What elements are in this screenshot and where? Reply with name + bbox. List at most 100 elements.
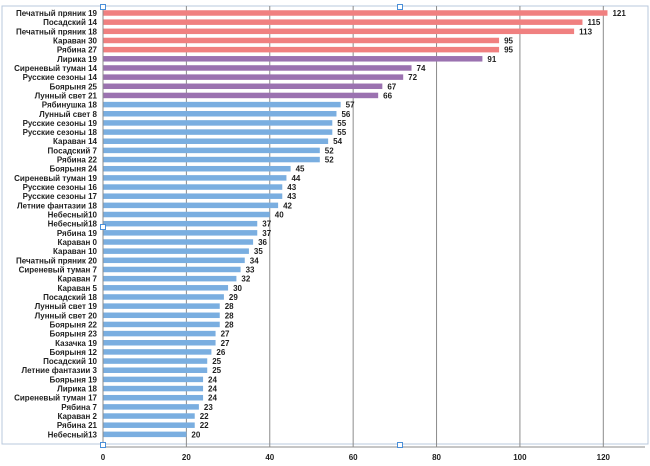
category-label: Сиреневый туман 17: [14, 394, 97, 403]
bar: [103, 138, 329, 144]
data-label: 29: [229, 293, 238, 302]
bar: [103, 349, 212, 355]
data-label: 36: [258, 238, 267, 247]
bar: [103, 101, 341, 108]
bar: [103, 367, 208, 373]
category-label: Посадский 14: [43, 18, 97, 27]
bar: [103, 46, 500, 53]
bar: [103, 156, 320, 163]
category-label: Посадский 7: [48, 146, 98, 155]
category-label: Посадский 10: [43, 357, 97, 366]
data-label: 91: [487, 55, 496, 64]
bar: [103, 239, 254, 245]
bar: [103, 37, 500, 44]
data-label: 55: [337, 128, 346, 137]
category-label: Русские сезоны 19: [23, 119, 98, 128]
data-label: 67: [387, 82, 396, 91]
data-label: 20: [191, 430, 200, 439]
category-label: Лирика 19: [57, 55, 97, 64]
bar: [103, 56, 483, 62]
category-label: Сиреневый туман 19: [14, 174, 97, 183]
bar: [103, 257, 245, 264]
bar: [103, 248, 249, 254]
data-label: 45: [296, 165, 305, 174]
x-tick-label: 40: [265, 453, 274, 462]
category-label: Печатный пряник 18: [16, 27, 98, 36]
x-tick-label: 120: [597, 453, 611, 462]
data-label: 56: [341, 110, 350, 119]
data-label: 33: [246, 265, 255, 274]
data-label: 27: [221, 330, 230, 339]
data-label: 34: [250, 256, 259, 265]
category-label: Караван 30: [53, 36, 98, 45]
data-label: 25: [212, 357, 221, 366]
data-label: 43: [287, 192, 296, 201]
bar: [103, 10, 608, 16]
bar: [103, 147, 320, 154]
category-label: Караван 14: [53, 137, 98, 146]
category-label: Печатный пряник 20: [16, 256, 98, 265]
bar: [103, 165, 291, 172]
bar: [103, 92, 379, 99]
data-label: 40: [275, 211, 284, 220]
bar: [103, 358, 208, 364]
data-label: 28: [225, 311, 234, 320]
bar: [103, 193, 283, 199]
category-label: Лирика 18: [57, 385, 97, 394]
bar: [103, 184, 283, 190]
category-label: Небесный18: [48, 220, 98, 229]
bar: [103, 394, 204, 401]
data-label: 28: [225, 320, 234, 329]
data-label: 57: [346, 101, 355, 110]
bar: [103, 111, 337, 117]
category-label: Боярыня 24: [49, 165, 97, 174]
bar: [103, 83, 383, 90]
category-label: Боярыня 23: [49, 330, 97, 339]
data-label: 42: [283, 201, 292, 210]
selection-handle: [100, 442, 106, 448]
data-label: 52: [325, 156, 334, 165]
category-label: Рябина 27: [57, 46, 98, 55]
data-label: 113: [579, 27, 592, 36]
data-label: 44: [291, 174, 300, 183]
category-label: Рябина 19: [57, 229, 98, 238]
category-label: Русские сезоны 14: [23, 73, 98, 82]
bar: [103, 285, 229, 291]
bar: [103, 202, 279, 209]
data-label: 37: [262, 220, 271, 229]
category-label: Лунный свет 19: [35, 302, 98, 311]
category-label: Казачка 19: [55, 339, 97, 348]
category-label: Сиреневый туман 14: [14, 64, 97, 73]
bar: [103, 275, 237, 282]
category-label: Рябина 22: [57, 156, 98, 165]
category-label: Русские сезоны 17: [23, 192, 98, 201]
selection-handle: [397, 442, 403, 448]
selection-handle: [397, 4, 403, 10]
bar: [103, 220, 258, 227]
category-label: Сиреневый туман 7: [19, 265, 98, 274]
data-label: 121: [612, 9, 626, 18]
category-label: Рябина 21: [57, 421, 98, 430]
category-label: Караван 5: [57, 284, 97, 293]
bar: [103, 422, 195, 428]
category-label: Лунный свет 21: [35, 91, 98, 100]
bar: [103, 404, 199, 410]
bar: [103, 120, 333, 126]
data-label: 28: [225, 302, 234, 311]
category-label: Небесный10: [48, 211, 98, 220]
data-label: 74: [417, 64, 426, 73]
data-label: 43: [287, 183, 296, 192]
category-label: Летние фантазии 18: [17, 201, 98, 210]
data-label: 72: [408, 73, 417, 82]
data-label: 26: [216, 348, 225, 357]
category-label: Печатный пряник 19: [16, 9, 98, 18]
x-tick-label: 80: [432, 453, 441, 462]
bar: [103, 413, 195, 419]
x-tick-label: 100: [513, 453, 527, 462]
bar: [103, 129, 333, 135]
selection-handle: [100, 224, 106, 230]
bar: [103, 431, 187, 438]
bar: [103, 74, 404, 80]
category-label: Караван 2: [57, 412, 97, 421]
